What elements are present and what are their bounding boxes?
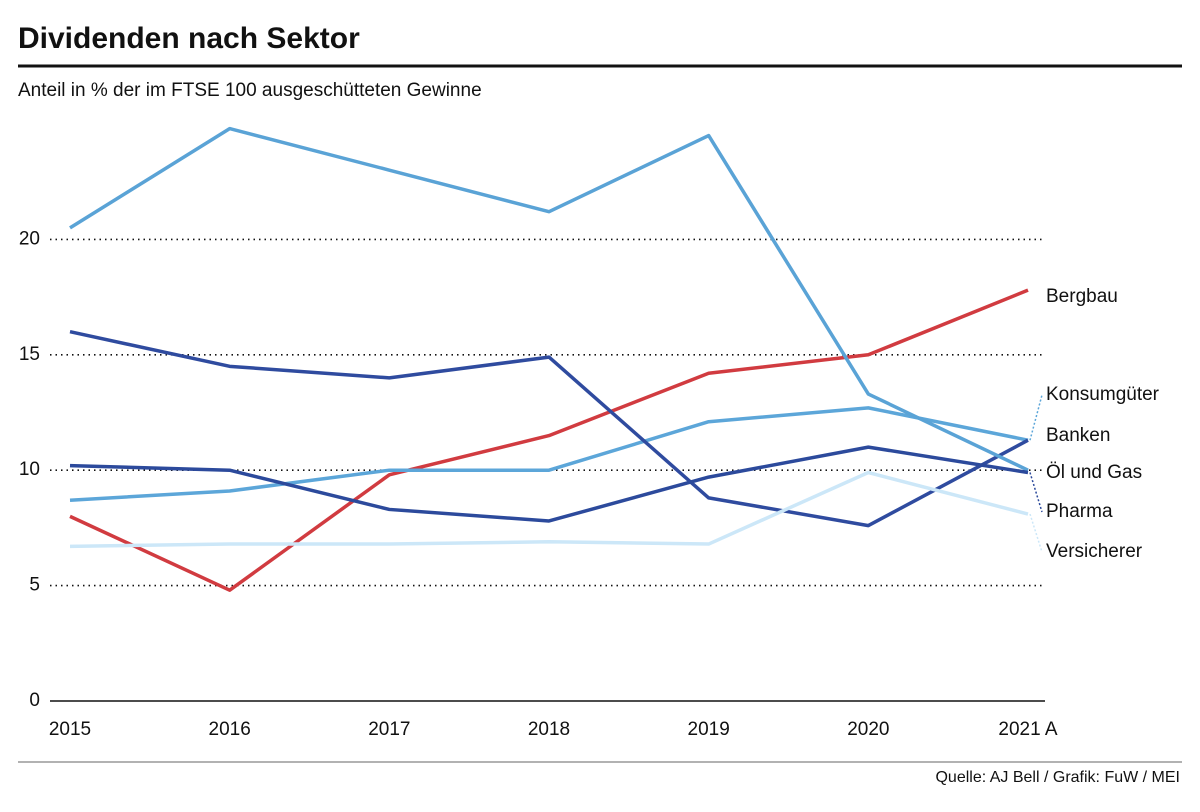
y-tick-label: 5	[29, 575, 40, 596]
x-tick-label: 2018	[528, 719, 570, 740]
series-label: Konsumgüter	[1046, 384, 1160, 405]
series-label: Bergbau	[1046, 286, 1118, 307]
y-tick-label: 0	[29, 690, 40, 711]
series-line	[69, 288, 1029, 592]
y-tick-label: 15	[19, 344, 40, 365]
source: Quelle: AJ Bell / Grafik: FuW / MEI	[935, 769, 1180, 786]
chart-subtitle: Anteil in % der im FTSE 100 ausgeschütte…	[18, 80, 482, 101]
series-line	[69, 470, 1029, 549]
x-tick-label: 2015	[49, 719, 91, 740]
y-tick-label: 10	[19, 459, 40, 480]
series-label: Öl und Gas	[1046, 462, 1142, 483]
y-tick-label: 20	[19, 228, 40, 249]
x-tick-label: 2019	[688, 719, 730, 740]
series-line	[69, 406, 1029, 502]
series-line	[69, 330, 1029, 528]
chart-title: Dividenden nach Sektor	[18, 22, 360, 55]
series-line	[69, 126, 1029, 472]
series-line	[69, 445, 1029, 523]
label-connector	[1029, 472, 1043, 513]
label-connector	[1029, 513, 1043, 553]
x-tick-label: 2017	[368, 719, 410, 740]
series-label: Pharma	[1046, 501, 1113, 522]
series-label: Versicherer	[1046, 541, 1143, 562]
series-label: Banken	[1046, 425, 1110, 446]
x-tick-label: 2016	[209, 719, 251, 740]
label-connector	[1029, 394, 1043, 441]
x-tick-label: 2021 A	[998, 719, 1057, 740]
x-tick-label: 2020	[847, 719, 889, 740]
